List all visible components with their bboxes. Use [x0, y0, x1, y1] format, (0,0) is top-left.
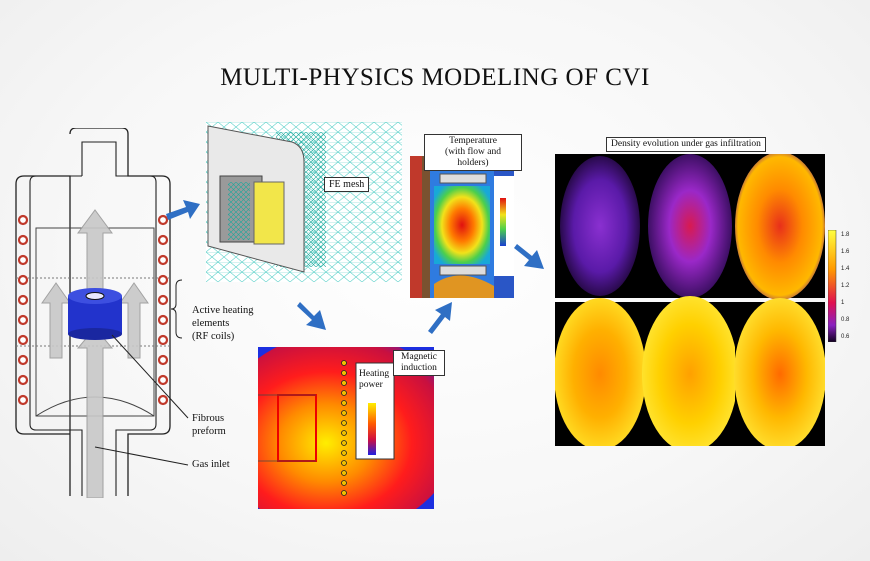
- colorbar-tick-label: 1.4: [841, 266, 850, 272]
- label-fibrous-preform: Fibrous: [192, 413, 225, 424]
- reactor-schematic: [15, 128, 171, 498]
- density-grid: [555, 154, 825, 446]
- pointer-lines: [94, 334, 189, 466]
- gas-flow-arrows: [41, 209, 149, 498]
- density-colorbar: [828, 230, 837, 342]
- colorbar-tick-label: 1.6: [841, 249, 850, 255]
- label-heating-power: Heating: [359, 369, 390, 379]
- colorbar-tick-label: 1.2: [841, 283, 850, 289]
- arrow-to-fe-mesh: [166, 200, 200, 220]
- label-magnetic-induction: Magnetic: [401, 352, 437, 362]
- rf-coils-right: [157, 214, 169, 406]
- arrow-to-temperature: [428, 302, 452, 334]
- fe-mesh-panel: FE mesh: [206, 122, 402, 282]
- colorbar-tick-label: 1.8: [841, 232, 850, 238]
- arrow-to-magnetic: [297, 302, 326, 330]
- label-gas-inlet: Gas inlet: [192, 459, 230, 470]
- page-title: MULTI-PHYSICS MODELING OF CVI: [220, 64, 650, 91]
- coil-brace: [170, 279, 183, 339]
- label-temperature: Temperature: [449, 136, 497, 146]
- label-density-evolution: Density evolution under gas infiltration: [606, 137, 766, 152]
- temperature-panel: [410, 156, 514, 298]
- reactor-inner-wall: [29, 141, 157, 496]
- rf-coils-left: [17, 214, 29, 406]
- label-fe-mesh: FE mesh: [324, 177, 370, 192]
- reactor-outer-wall: [15, 128, 171, 496]
- label-active-heating: Active heating: [192, 305, 254, 316]
- arrow-to-density: [514, 244, 544, 269]
- colorbar-tick-label: 1: [841, 300, 845, 306]
- colorbar-tick-label: 0.6: [841, 334, 850, 340]
- colorbar-tick-label: 0.8: [841, 317, 850, 323]
- fibrous-preform: [68, 288, 122, 340]
